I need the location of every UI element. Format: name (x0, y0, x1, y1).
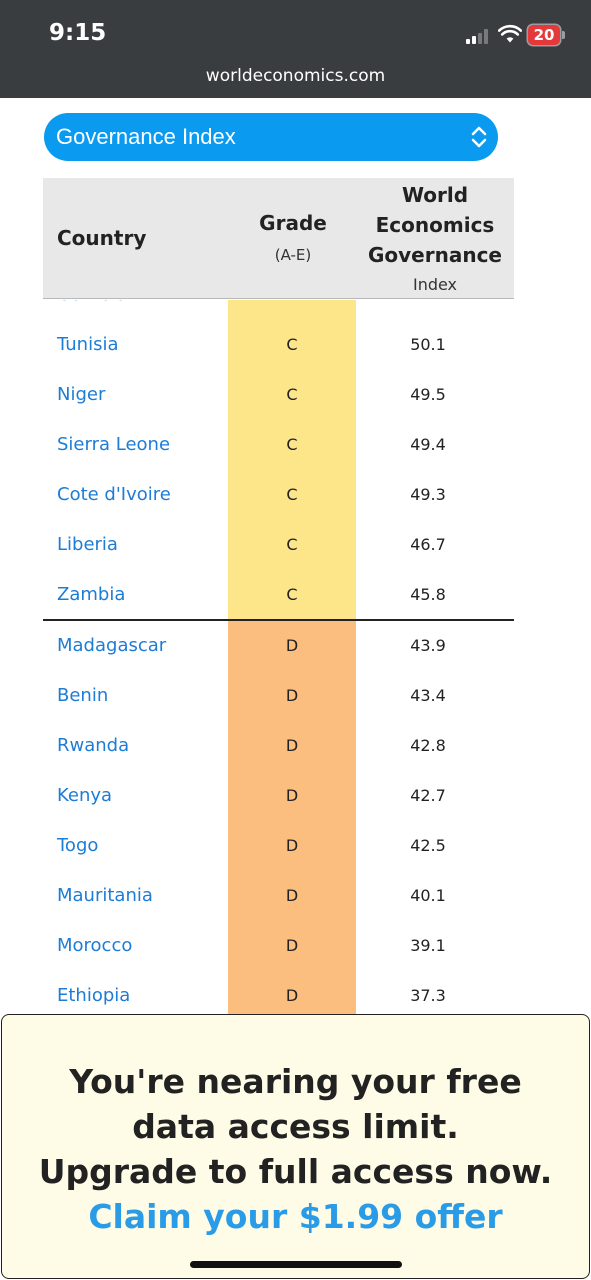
country-link[interactable]: Mauritania (57, 885, 153, 906)
table-row: Gambia C50.6 (43, 300, 514, 320)
grade-cell: D (285, 786, 299, 805)
grade-band-d (228, 620, 356, 1016)
table-row: Madagascar D 43.9 (43, 621, 514, 671)
index-selector[interactable]: Governance Index (44, 113, 498, 161)
index-value-cell: 49.3 (410, 485, 446, 504)
index-value-cell: 42.7 (410, 786, 446, 805)
index-value-cell: 37.3 (410, 986, 446, 1005)
status-bar: 9:15 20 worldeconomics.com (0, 0, 591, 98)
table-row: Rwanda D 42.8 (43, 721, 514, 771)
table-row: Ethiopia D 37.3 (43, 971, 514, 1016)
country-link[interactable]: Madagascar (57, 635, 167, 656)
upgrade-banner: You're nearing your free data access lim… (1, 1014, 590, 1279)
header-grade[interactable]: Grade (259, 211, 327, 235)
country-link[interactable]: Togo (57, 835, 99, 856)
index-value-cell: 50.1 (410, 335, 446, 354)
grade-cell: C (286, 435, 298, 454)
grade-cell: D (285, 836, 299, 855)
table-header: Country Grade (A-E) World Economics Gove… (43, 178, 514, 299)
grade-cell: C (286, 335, 298, 354)
battery-icon: 20 (528, 25, 560, 45)
index-value-cell: 49.4 (410, 435, 446, 454)
grade-cell: C (286, 585, 298, 604)
index-value-cell: 42.5 (410, 836, 446, 855)
grade-cell: C (286, 385, 298, 404)
header-index[interactable]: World Economics Governance (361, 180, 509, 270)
header-index-sub: Index (412, 275, 458, 294)
grade-cell: D (285, 686, 299, 705)
table-row: Niger C 49.5 (43, 370, 514, 420)
country-link[interactable]: Sierra Leone (57, 434, 171, 455)
country-link[interactable]: Ethiopia (57, 985, 131, 1006)
index-value-cell: 43.9 (410, 636, 446, 655)
header-index-line2: Economics (375, 213, 495, 237)
index-value-cell: 50.6 (356, 300, 500, 320)
wifi-icon (498, 24, 522, 43)
index-selector-label: Governance Index (56, 124, 236, 149)
index-value-cell: 46.7 (410, 535, 446, 554)
header-grade-range: (A-E) (274, 246, 312, 264)
index-value-cell: 49.5 (410, 385, 446, 404)
upgrade-banner-text: You're nearing your free data access lim… (2, 1059, 589, 1239)
grade-cell: C (286, 535, 298, 554)
index-value-cell: 40.1 (410, 886, 446, 905)
header-index-line1: World (401, 183, 469, 207)
status-time: 9:15 (49, 20, 107, 46)
cellular-signal-icon (466, 28, 492, 44)
grade-cell: D (285, 886, 299, 905)
table-row: Togo D 42.5 (43, 821, 514, 871)
header-country[interactable]: Country (57, 226, 147, 250)
grade-divider (43, 619, 514, 621)
home-indicator[interactable] (190, 1261, 402, 1268)
table-row: Benin D 43.4 (43, 671, 514, 721)
country-link[interactable]: Tunisia (57, 334, 119, 355)
grade-cell: D (285, 636, 299, 655)
banner-limit-message: You're nearing your free data access lim… (69, 1062, 522, 1146)
table-row: Kenya D 42.7 (43, 771, 514, 821)
table-row: Cote d'Ivoire C 49.3 (43, 470, 514, 520)
grade-cell: C (228, 300, 356, 320)
battery-nub (562, 31, 565, 39)
header-index-line3: Governance (367, 243, 502, 267)
claim-offer-link[interactable]: Claim your $1.99 offer (88, 1197, 503, 1236)
country-link[interactable]: Kenya (57, 785, 113, 806)
governance-table-body: GambiaC50.6TunisiaC50.1NigerC49.5Sierra … (43, 300, 514, 1016)
table-row: Tunisia C 50.1 (43, 320, 514, 370)
grade-cell: D (285, 986, 299, 1005)
index-value-cell: 39.1 (410, 936, 446, 955)
banner-upgrade-message: Upgrade to full access now. Claim your $… (2, 1149, 589, 1239)
chevron-up-down-icon (471, 126, 487, 148)
country-link[interactable]: Niger (57, 384, 106, 405)
country-link[interactable]: Benin (57, 685, 109, 706)
table-row: Morocco D 39.1 (43, 921, 514, 971)
grade-cell: D (285, 736, 299, 755)
country-link[interactable]: Rwanda (57, 735, 130, 756)
country-link[interactable]: Liberia (57, 534, 118, 555)
table-row: Liberia C 46.7 (43, 520, 514, 570)
grade-band-c (228, 300, 356, 620)
country-link[interactable]: Morocco (57, 935, 133, 956)
index-value-cell: 42.8 (410, 736, 446, 755)
country-link[interactable]: Gambia (57, 300, 127, 320)
index-value-cell: 45.8 (410, 585, 446, 604)
address-bar-url[interactable]: worldeconomics.com (205, 66, 386, 86)
country-link[interactable]: Zambia (57, 584, 126, 605)
table-row: Sierra Leone C 49.4 (43, 420, 514, 470)
table-row: Mauritania D 40.1 (43, 871, 514, 921)
country-link[interactable]: Cote d'Ivoire (57, 484, 171, 505)
banner-upgrade-text: Upgrade to full access now. (38, 1152, 553, 1191)
table-row: Zambia C 45.8 (43, 570, 514, 620)
index-value-cell: 43.4 (410, 686, 446, 705)
grade-cell: C (286, 485, 298, 504)
grade-cell: D (285, 936, 299, 955)
